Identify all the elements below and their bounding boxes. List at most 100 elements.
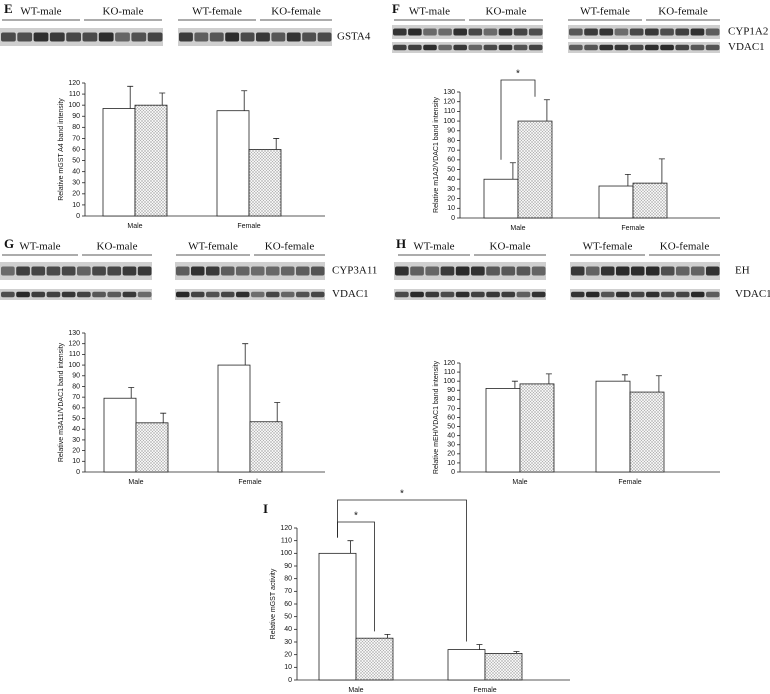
blot-band bbox=[191, 291, 205, 298]
y-tick-label: 30 bbox=[284, 639, 292, 646]
y-tick-label: 70 bbox=[447, 405, 455, 412]
y-tick-label: 80 bbox=[72, 383, 80, 390]
y-tick-label: 20 bbox=[447, 451, 455, 458]
blot-band bbox=[513, 28, 528, 36]
error-bar bbox=[476, 644, 483, 650]
blot-band bbox=[31, 291, 46, 298]
blot-band bbox=[46, 266, 61, 276]
y-tick-label: 60 bbox=[447, 157, 455, 164]
x-tick-label: Male bbox=[128, 479, 143, 486]
blot-band bbox=[629, 28, 644, 36]
blot-band bbox=[471, 266, 485, 276]
blot-group-label: KO-female bbox=[660, 241, 710, 253]
blot-band bbox=[676, 291, 690, 298]
y-tick-label: 40 bbox=[447, 176, 455, 183]
blot-band bbox=[601, 266, 615, 276]
bar bbox=[519, 383, 555, 473]
blot-band bbox=[107, 266, 122, 276]
blot-band bbox=[137, 266, 152, 276]
significance-label: * bbox=[400, 489, 404, 500]
blot-band bbox=[61, 266, 76, 276]
blot-band bbox=[614, 44, 629, 51]
x-tick-label: Female bbox=[238, 479, 261, 486]
blot-band bbox=[66, 32, 81, 42]
blot-group-label: WT-male bbox=[19, 241, 60, 253]
blot-group-label: WT-male bbox=[413, 241, 454, 253]
y-tick-label: 60 bbox=[72, 405, 80, 412]
y-tick-label: 80 bbox=[447, 137, 455, 144]
blot-group-label: KO-female bbox=[265, 241, 315, 253]
blot-band bbox=[221, 291, 235, 298]
blot-band bbox=[516, 266, 531, 276]
y-tick-label: 110 bbox=[281, 538, 292, 545]
blot-row-label: EH bbox=[735, 265, 750, 277]
bar bbox=[483, 178, 519, 219]
blot-band bbox=[281, 291, 295, 298]
blot-band bbox=[92, 266, 106, 276]
blot-band bbox=[395, 291, 409, 298]
bar bbox=[102, 108, 136, 217]
blot-band bbox=[599, 44, 614, 51]
blot-band bbox=[176, 291, 190, 298]
bar bbox=[135, 422, 169, 473]
error-bar bbox=[347, 540, 354, 554]
blot-group-label: WT-female bbox=[192, 6, 242, 18]
bar bbox=[134, 104, 168, 217]
bar bbox=[485, 388, 521, 473]
blot-band bbox=[311, 266, 325, 276]
blot-band bbox=[675, 28, 690, 36]
significance-bracket bbox=[500, 79, 536, 160]
blot-band bbox=[179, 32, 193, 42]
y-axis-label: Relative mEH/VDAC1 band intensity bbox=[433, 360, 440, 474]
y-tick-label: 100 bbox=[280, 550, 292, 557]
y-tick-label: 10 bbox=[447, 205, 455, 212]
x-tick-label: Female bbox=[618, 479, 641, 486]
blot-band bbox=[601, 291, 615, 298]
blot-band bbox=[395, 266, 409, 276]
blot-band bbox=[423, 28, 437, 36]
blot-band bbox=[706, 266, 720, 276]
blot-strip bbox=[570, 289, 720, 300]
y-axis-label: Relative mGST A4 band intensity bbox=[58, 98, 65, 201]
error-bar bbox=[655, 375, 662, 393]
blot-band bbox=[616, 266, 630, 276]
blot-row-label: CYP1A2 bbox=[728, 26, 768, 38]
blot-band bbox=[440, 266, 455, 276]
blot-band bbox=[302, 32, 317, 42]
panel-letter: I bbox=[263, 501, 268, 516]
error-bar bbox=[545, 373, 552, 384]
blot-band bbox=[147, 32, 163, 42]
blot-band bbox=[31, 266, 46, 276]
blot-band bbox=[286, 32, 301, 42]
y-tick-label: 70 bbox=[72, 394, 80, 401]
y-tick-label: 90 bbox=[447, 128, 455, 135]
blot-band bbox=[675, 44, 690, 51]
y-tick-label: 50 bbox=[447, 166, 455, 173]
blot-band bbox=[137, 291, 152, 298]
blot-group-label: KO-female bbox=[271, 6, 321, 18]
blot-band bbox=[691, 266, 705, 276]
blot-band bbox=[661, 291, 675, 298]
blot-band bbox=[705, 28, 720, 36]
x-tick-label: Male bbox=[127, 223, 142, 230]
y-tick-label: 100 bbox=[443, 378, 455, 385]
bar bbox=[216, 110, 250, 217]
blot-band bbox=[191, 266, 205, 276]
y-tick-label: 110 bbox=[444, 369, 455, 376]
blot-band bbox=[690, 28, 705, 36]
blot-band bbox=[296, 266, 310, 276]
blot-row-label: VDAC1 bbox=[735, 288, 770, 300]
y-tick-label: 50 bbox=[72, 415, 80, 422]
blot-band bbox=[311, 291, 325, 298]
blot-band bbox=[584, 44, 598, 51]
x-tick-label: Male bbox=[348, 687, 363, 694]
blot-band bbox=[486, 266, 500, 276]
y-tick-label: 30 bbox=[72, 437, 80, 444]
y-axis-label: Relative m1A2/VDAC1 band intensity bbox=[433, 97, 440, 213]
blot-band bbox=[77, 291, 91, 298]
bar bbox=[447, 649, 486, 681]
y-tick-label: 50 bbox=[284, 614, 292, 621]
blot-group-label: WT-female bbox=[583, 241, 633, 253]
blot-band bbox=[616, 291, 630, 298]
